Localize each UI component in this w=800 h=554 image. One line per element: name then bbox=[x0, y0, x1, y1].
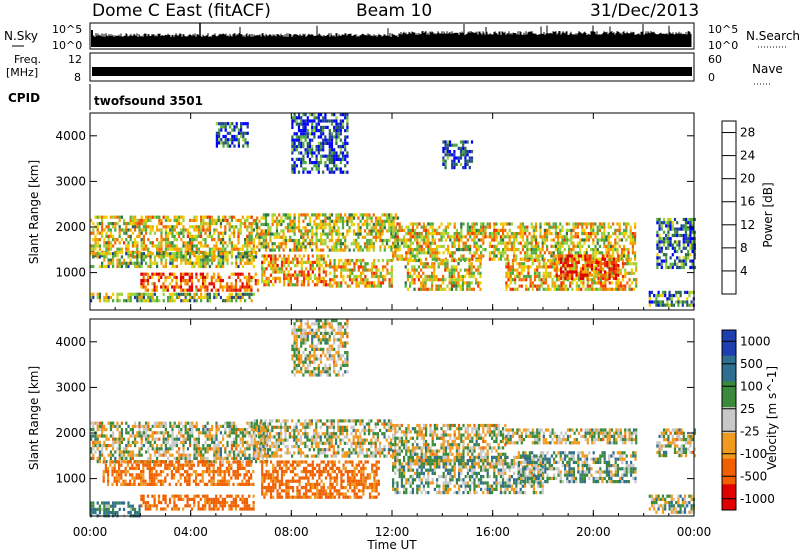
nave-tick-top: 60 bbox=[708, 53, 722, 66]
freq-trace bbox=[92, 67, 692, 76]
power-band-11 bbox=[648, 290, 695, 307]
x-tick-label-1: 04:00 bbox=[173, 525, 208, 539]
velocity-colorbar-tick-5: -100 bbox=[740, 447, 767, 461]
velocity-colorbar-tick-2: 100 bbox=[740, 379, 763, 393]
power-ytick-label-2: 3000 bbox=[55, 174, 86, 188]
freq-tick-bottom: 8 bbox=[74, 71, 81, 84]
vel-band-1 bbox=[102, 460, 255, 486]
vel-ytick-label-0: 1000 bbox=[55, 472, 86, 486]
nsky-tick-bottom: 10^0 bbox=[52, 39, 82, 52]
power-band-0 bbox=[90, 215, 258, 258]
vel-band-2 bbox=[140, 494, 255, 511]
velocity-colorbar-swatch-5 bbox=[722, 458, 736, 485]
nsearch-tick-top: 10^5 bbox=[708, 23, 738, 36]
vel-band-10 bbox=[648, 494, 695, 514]
power-band-12 bbox=[656, 217, 696, 270]
nsearch-label: N.Search bbox=[746, 29, 800, 43]
x-axis-title: Time UT bbox=[366, 538, 417, 552]
nsky-label: N.Sky bbox=[4, 29, 38, 43]
nave-tick-bottom: 0 bbox=[708, 71, 715, 84]
freq-tick-top: 12 bbox=[68, 53, 82, 66]
power-colorbar-tick-0: 4 bbox=[740, 264, 748, 278]
velocity-colorbar-swatch-6 bbox=[722, 484, 736, 511]
power-ylabel: Slant Range [km] bbox=[27, 160, 41, 264]
freq-unit: [MHz] bbox=[6, 66, 38, 79]
velocity-colorbar-swatch-3 bbox=[722, 407, 736, 434]
power-colorbar-label: Power [dB] bbox=[761, 182, 775, 247]
cpid-value: twofsound 3501 bbox=[94, 94, 203, 108]
nsky-panel-frame bbox=[89, 22, 695, 50]
velocity-colorbar-swatch-1 bbox=[722, 355, 736, 382]
nsearch-tick-bottom: 10^0 bbox=[708, 39, 738, 52]
power-ytick-label-1: 2000 bbox=[55, 220, 86, 234]
power-band-4 bbox=[256, 213, 400, 252]
station-title: Dome C East (fitACF) bbox=[92, 1, 271, 21]
velocity-ylabel: Slant Range [km] bbox=[27, 366, 41, 470]
vel-ytick-label-1: 2000 bbox=[55, 426, 86, 440]
power-band-14 bbox=[215, 122, 249, 148]
power-colorbar-tick-5: 24 bbox=[740, 149, 755, 163]
x-tick-label-5: 20:00 bbox=[576, 525, 611, 539]
nsky-tick-top: 10^5 bbox=[52, 23, 82, 36]
power-heatmap bbox=[90, 113, 696, 307]
velocity-colorbar-tick-0: 1000 bbox=[740, 334, 771, 348]
vel-band-5 bbox=[261, 460, 380, 499]
vel-band-8 bbox=[517, 451, 637, 484]
cpid-label: CPID bbox=[8, 91, 40, 105]
freq-panel-frame bbox=[89, 52, 695, 82]
power-band-5 bbox=[261, 254, 330, 287]
power-band-2 bbox=[140, 272, 260, 292]
velocity-colorbar-swatch-2 bbox=[722, 381, 736, 408]
x-tick-label-0: 00:00 bbox=[73, 525, 108, 539]
power-band-7 bbox=[392, 222, 637, 261]
velocity-colorbar-swatch-4 bbox=[722, 432, 736, 460]
power-colorbar-tick-4: 20 bbox=[740, 172, 755, 186]
power-ytick-label-0: 1000 bbox=[55, 266, 86, 280]
vel-ytick-label-3: 4000 bbox=[55, 335, 86, 349]
nave-label: Nave bbox=[752, 62, 783, 76]
power-colorbar-tick-2: 12 bbox=[740, 218, 755, 232]
date-title: 31/Dec/2013 bbox=[590, 1, 699, 21]
vel-band-0 bbox=[90, 421, 269, 464]
x-tick-label-4: 16:00 bbox=[475, 525, 510, 539]
velocity-colorbar-label: Velocity [m s^-1] bbox=[765, 366, 779, 470]
power-band-1 bbox=[90, 252, 258, 269]
velocity-colorbar: 1000 500 100 25 -25 -100 -500 -1000 bbox=[721, 329, 775, 511]
nsky-trace bbox=[91, 23, 692, 47]
power-colorbar-tick-1: 8 bbox=[740, 241, 748, 255]
vel-band-12 bbox=[291, 319, 349, 377]
velocity-colorbar-swatch-0 bbox=[722, 330, 736, 357]
vel-band-4 bbox=[253, 419, 393, 458]
velocity-colorbar-tick-3: 25 bbox=[740, 402, 755, 416]
x-tick-label-3: 12:00 bbox=[375, 525, 410, 539]
power-ytick-label-3: 4000 bbox=[55, 129, 86, 143]
power-colorbar-tick-6: 28 bbox=[740, 126, 755, 140]
power-band-3 bbox=[90, 292, 255, 303]
velocity-colorbar-tick-6: -500 bbox=[740, 469, 767, 483]
vel-band-11 bbox=[656, 428, 696, 458]
velocity-colorbar-tick-7: -1000 bbox=[740, 492, 775, 506]
power-band-8 bbox=[404, 258, 482, 291]
power-band-13 bbox=[291, 113, 349, 174]
velocity-colorbar-tick-4: -25 bbox=[740, 424, 760, 438]
power-colorbar-tick-3: 16 bbox=[740, 195, 755, 209]
x-tick-label-2: 08:00 bbox=[274, 525, 309, 539]
freq-label: Freq. bbox=[14, 53, 41, 66]
power-band-6 bbox=[329, 258, 393, 288]
power-colorbar: 4 8 12 16 20 24 28 bbox=[721, 120, 755, 295]
velocity-colorbar-tick-1: 500 bbox=[740, 357, 763, 371]
power-band-15 bbox=[442, 140, 474, 170]
beam-title: Beam 10 bbox=[356, 1, 432, 21]
vel-band-7 bbox=[392, 455, 544, 495]
x-tick-label-6: 00:00 bbox=[677, 525, 712, 539]
velocity-heatmap bbox=[90, 319, 696, 518]
vel-ytick-label-2: 3000 bbox=[55, 380, 86, 394]
vel-band-9 bbox=[505, 428, 638, 445]
power-band-10 bbox=[555, 254, 620, 280]
